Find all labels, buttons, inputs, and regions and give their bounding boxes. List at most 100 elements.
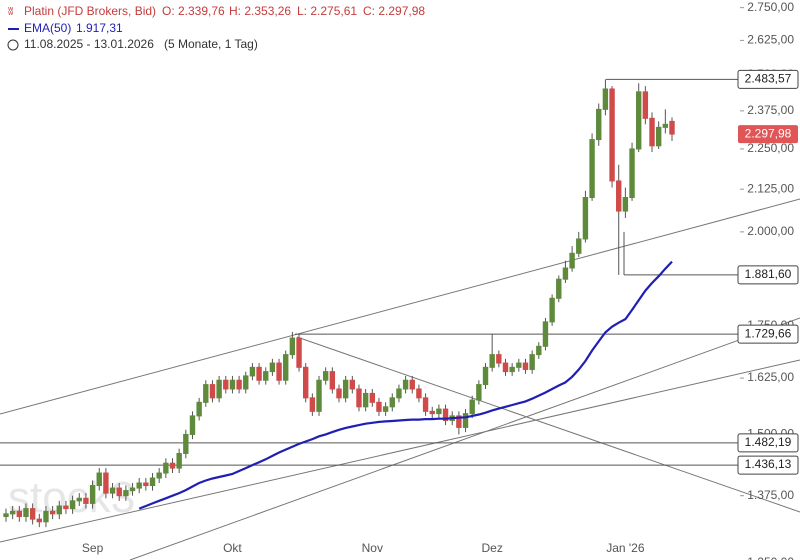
candle-body <box>529 354 535 370</box>
ema-legend-name: EMA(50) <box>24 21 71 35</box>
y-tick-label: 2.750,00 <box>747 0 794 14</box>
candle-body <box>183 433 189 454</box>
candle-body <box>322 371 329 381</box>
candle-body <box>509 366 515 373</box>
candle-body <box>43 510 49 523</box>
watermark: stock3 <box>8 473 135 522</box>
candle-body <box>336 388 342 399</box>
date-range: 11.08.2025 - 13.01.2026 <box>24 37 154 51</box>
candle-body <box>209 384 216 399</box>
candle-body <box>163 462 169 474</box>
header: ʬ Platin (JFD Brokers, Bid) O: 2.339,76 … <box>7 4 425 51</box>
candle-body <box>83 497 89 504</box>
candle-body <box>369 392 376 403</box>
candle-body <box>223 379 229 390</box>
level-box <box>737 69 799 89</box>
candle-body <box>296 337 302 368</box>
y-tick-label: 2.625,00 <box>747 33 794 47</box>
candle-body <box>662 123 669 128</box>
level-box <box>737 455 799 475</box>
candle-body <box>216 379 222 399</box>
candle-body <box>56 505 62 515</box>
candle-body <box>342 379 349 399</box>
candle-body <box>476 384 482 401</box>
trend-line <box>0 198 800 415</box>
candle-body <box>602 88 609 110</box>
candle-body <box>462 413 469 428</box>
y-tick-label: 2.000,00 <box>747 224 794 238</box>
candle-body <box>349 379 356 390</box>
candle-body <box>23 508 29 517</box>
candle-body <box>276 362 282 381</box>
candle-body <box>469 399 475 415</box>
level-box <box>737 324 799 344</box>
candle-body <box>303 366 309 399</box>
candle-body <box>169 462 176 469</box>
candle-body <box>456 415 462 428</box>
candle-body <box>116 487 122 497</box>
candle-body <box>329 371 336 390</box>
candle-body <box>149 477 156 487</box>
x-tick-label: Dez <box>482 541 503 555</box>
candle-body <box>196 401 202 417</box>
clock-icon <box>7 39 19 51</box>
candle-body <box>29 508 36 520</box>
candle-body <box>3 513 9 517</box>
candle-body <box>622 197 629 212</box>
candle-body <box>642 91 649 119</box>
y-tick-label: 1.625,00 <box>747 370 794 384</box>
candle-body <box>389 397 395 408</box>
instrument-title: Platin (JFD Brokers, Bid) <box>24 4 156 18</box>
candle-body <box>309 397 316 412</box>
level-label: 1.881,60 <box>745 267 792 281</box>
candle-body <box>669 120 675 135</box>
trend-lines <box>0 198 800 560</box>
candle-body <box>596 108 602 141</box>
candle-body <box>402 379 409 390</box>
candle-body <box>649 117 655 147</box>
ohlc-close: C: 2.297,98 <box>363 4 425 18</box>
candle-body <box>109 487 116 494</box>
plot: Sep Okt Nov Dez Jan '26 <box>0 78 740 555</box>
y-tick-label: 2.375,00 <box>747 103 794 117</box>
candle-body <box>655 126 662 147</box>
candle-body <box>409 379 415 390</box>
candle-body <box>396 388 402 399</box>
level-label: 1.436,13 <box>745 457 792 471</box>
y-tick-label: 2.250,00 <box>747 141 794 155</box>
candle-body <box>562 267 569 280</box>
candle-body <box>382 406 389 412</box>
candle-body <box>96 472 102 487</box>
candle-body <box>576 238 582 254</box>
candle-body <box>189 415 196 435</box>
trend-line <box>0 359 800 543</box>
candle-body <box>16 510 23 517</box>
candle-body <box>203 384 209 403</box>
x-tick-label: Sep <box>82 541 104 555</box>
candle-body <box>569 252 575 269</box>
y-tick-label: 1.250,00 <box>747 555 794 560</box>
price-axis: 2.750,002.625,002.500,002.375,002.250,00… <box>737 0 799 560</box>
period: (5 Monate, 1 Tag) <box>164 37 258 51</box>
ema-line <box>138 260 673 510</box>
x-tick-label: Jan '26 <box>606 541 645 555</box>
level-label: 1.482,19 <box>745 435 792 449</box>
trend-line <box>296 336 800 513</box>
candle-body <box>416 388 422 399</box>
candle-body <box>589 139 595 199</box>
candle-body <box>422 397 429 412</box>
candle-body <box>123 490 129 497</box>
candle-body <box>69 500 76 510</box>
candle-body <box>36 518 42 523</box>
candle-body <box>442 408 449 421</box>
candle-body <box>549 297 555 323</box>
candle-body <box>496 354 502 364</box>
ohlc-open: O: 2.339,76 <box>162 4 225 18</box>
level-box <box>737 265 799 285</box>
candle-body <box>316 379 322 412</box>
candle-body <box>243 375 249 390</box>
candle-body <box>482 366 489 386</box>
trend-line <box>129 317 800 560</box>
